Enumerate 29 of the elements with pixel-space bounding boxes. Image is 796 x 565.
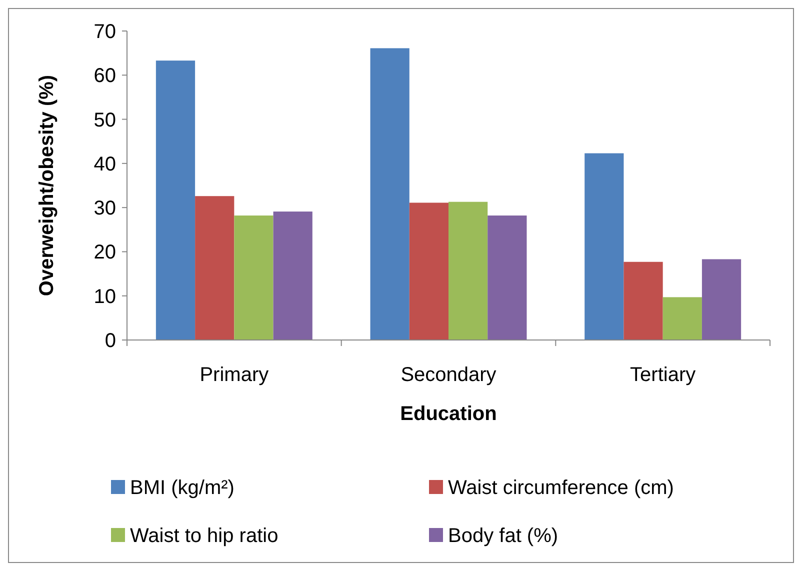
y-axis-title: Overweight/obesity (%) xyxy=(36,74,58,296)
bar xyxy=(448,202,488,340)
y-tick-label: 40 xyxy=(94,153,116,176)
x-tick-label: Primary xyxy=(200,364,269,386)
bar xyxy=(409,202,448,340)
y-tick-label: 60 xyxy=(94,65,116,88)
bar xyxy=(370,48,410,340)
legend-label: Body fat (%) xyxy=(448,525,558,547)
bar xyxy=(156,60,196,340)
y-tick-label: 0 xyxy=(104,330,116,352)
legend-label: Waist to hip ratio xyxy=(130,525,278,547)
bar xyxy=(488,216,527,340)
y-tick-label: 30 xyxy=(94,198,116,220)
bar xyxy=(234,216,274,340)
bar xyxy=(662,297,702,340)
y-tick-label: 10 xyxy=(94,286,116,308)
x-axis-title: Education xyxy=(400,403,497,425)
y-tick-label: 70 xyxy=(94,21,116,43)
x-tick-label: Tertiary xyxy=(630,364,696,386)
legend-label: BMI (kg/m²) xyxy=(130,477,234,499)
y-tick-label: 50 xyxy=(94,109,116,132)
bar xyxy=(195,196,234,340)
bar xyxy=(702,259,742,340)
bar xyxy=(273,212,312,340)
bar xyxy=(624,262,663,340)
y-tick-label: 20 xyxy=(94,242,116,264)
bar xyxy=(584,153,624,340)
x-tick-label: Secondary xyxy=(400,364,496,386)
legend-label: Waist circumference (cm) xyxy=(448,477,674,499)
